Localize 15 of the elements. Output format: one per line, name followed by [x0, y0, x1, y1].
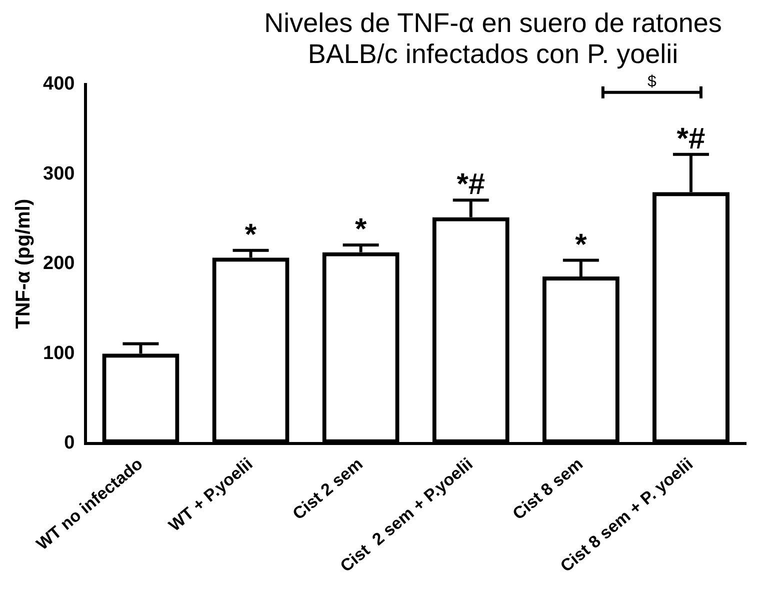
- y-axis-title: TNF-α (pg/ml): [12, 198, 35, 329]
- annotation: *: [244, 218, 257, 252]
- y-tick-label: 200: [43, 253, 75, 274]
- y-tick-label: 100: [43, 342, 75, 364]
- x-tick-label: Cist 8 sem: [509, 454, 587, 524]
- y-tick-label: 0: [64, 432, 75, 454]
- annotation: $: [647, 73, 656, 90]
- annotation: *#: [456, 168, 486, 202]
- y-tick-label: 300: [43, 163, 75, 184]
- annotation: *#: [676, 122, 706, 156]
- annotation: *: [575, 228, 588, 262]
- x-tick-label: Cist 2 sem: [289, 454, 366, 524]
- y-tick-label: 400: [43, 74, 75, 95]
- annotation: *: [354, 213, 367, 246]
- chart-title: Niveles de TNF-α en suero de ratones BALB/c infectados con P. yoelii: [263, 8, 723, 70]
